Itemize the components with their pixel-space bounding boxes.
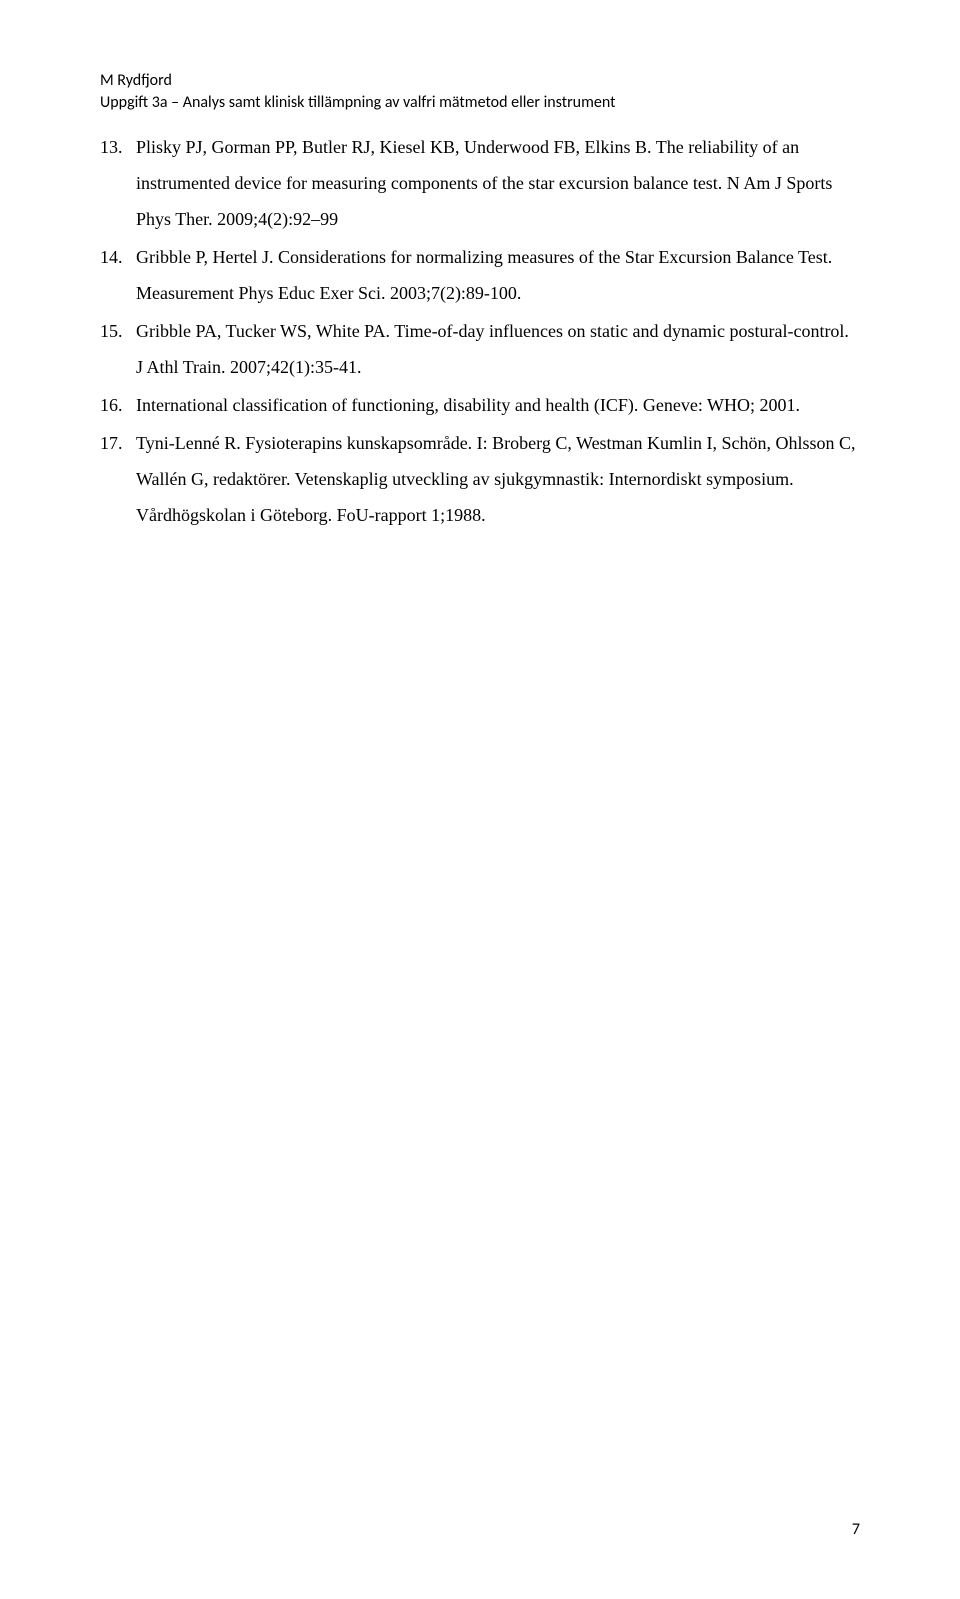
reference-item: 16. International classification of func…	[100, 387, 860, 423]
header-author: M Rydfjord	[100, 70, 860, 92]
reference-text: Gribble PA, Tucker WS, White PA. Time-of…	[136, 313, 860, 385]
reference-number: 14.	[100, 239, 136, 311]
reference-text: Tyni-Lenné R. Fysioterapins kunskapsområ…	[136, 425, 860, 533]
reference-item: 13. Plisky PJ, Gorman PP, Butler RJ, Kie…	[100, 129, 860, 237]
page-header: M Rydfjord Uppgift 3a – Analys samt klin…	[100, 70, 860, 115]
reference-number: 17.	[100, 425, 136, 533]
references-list: 13. Plisky PJ, Gorman PP, Butler RJ, Kie…	[100, 129, 860, 533]
reference-number: 15.	[100, 313, 136, 385]
reference-number: 16.	[100, 387, 136, 423]
reference-item: 17. Tyni-Lenné R. Fysioterapins kunskaps…	[100, 425, 860, 533]
reference-text: Plisky PJ, Gorman PP, Butler RJ, Kiesel …	[136, 129, 860, 237]
reference-text: International classification of function…	[136, 387, 860, 423]
reference-item: 15. Gribble PA, Tucker WS, White PA. Tim…	[100, 313, 860, 385]
page-number: 7	[852, 1520, 860, 1539]
reference-number: 13.	[100, 129, 136, 237]
header-subtitle: Uppgift 3a – Analys samt klinisk tillämp…	[100, 92, 860, 114]
reference-item: 14. Gribble P, Hertel J. Considerations …	[100, 239, 860, 311]
reference-text: Gribble P, Hertel J. Considerations for …	[136, 239, 860, 311]
